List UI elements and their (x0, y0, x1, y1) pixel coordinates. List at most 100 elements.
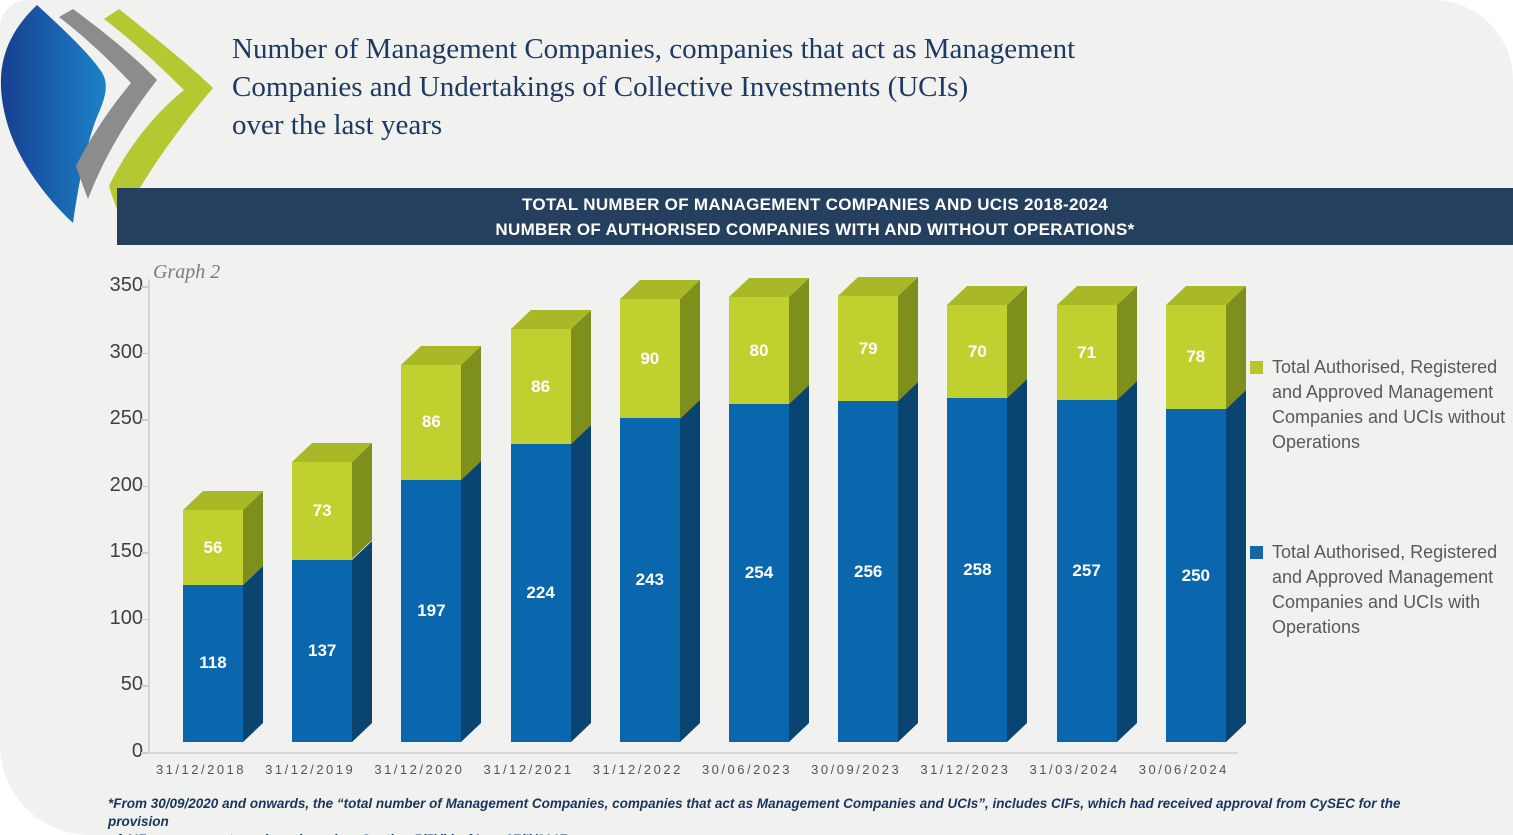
bar-side-without-operations (1116, 286, 1137, 400)
bar-front-without-operations (1165, 305, 1226, 410)
bar-front-without-operations (510, 329, 571, 444)
bar-side-without-operations (898, 276, 919, 402)
x-axis-category-label: 30/06/2023 (701, 762, 793, 777)
y-axis-tick-mark (141, 618, 148, 621)
bar-value-with-operations: 258 (963, 560, 992, 580)
bar-front-with-operations (183, 584, 243, 742)
bar-value-with-operations: 250 (1181, 565, 1210, 585)
bar-side-without-operations (789, 278, 809, 404)
bar-side-with-operations (570, 424, 591, 742)
bar-value-without-operations: 90 (640, 348, 660, 368)
page-title: Number of Management Companies, companie… (232, 33, 1076, 141)
bar-value-with-operations: 224 (526, 582, 555, 602)
bar-side-without-operations (1007, 286, 1028, 399)
bar-front-without-operations (838, 295, 899, 402)
bar-front-with-operations (1165, 409, 1226, 742)
green-chevron-icon (104, 9, 213, 220)
bar-value-without-operations: 56 (203, 537, 223, 557)
bar-side-with-operations (898, 382, 919, 742)
y-axis-tick-mark (141, 286, 148, 288)
bar-value-without-operations: 71 (1077, 342, 1097, 362)
chart-legend: Total Authorised, Registered and Approve… (1250, 355, 1508, 725)
x-axis-category-label: 31/03/2024 (1029, 762, 1120, 777)
footnote: *From 30/09/2020 and onwards, the “total… (108, 796, 1401, 835)
bar-side-without-operations (461, 346, 482, 480)
bar-front-without-operations (292, 462, 353, 560)
bar-value-with-operations: 254 (744, 562, 774, 582)
bar-value-without-operations: 70 (967, 341, 987, 361)
y-axis-tick-mark (141, 685, 148, 687)
bar-side-with-operations (243, 565, 263, 742)
bar-front-without-operations (1056, 305, 1117, 400)
x-axis-category-label: 31/12/2023 (920, 762, 1011, 777)
y-axis-tick-mark (141, 752, 148, 754)
banner-line-2: NUMBER OF AUTHORISED COMPANIES WITH AND … (495, 219, 1135, 239)
x-axis-category-label: 30/09/2023 (811, 762, 902, 777)
legend-item-with-operations: Total Authorised, Registered and Approve… (1250, 540, 1508, 640)
x-axis-category-label: 31/12/2021 (483, 762, 574, 777)
legend-label: Total Authorised, Registered and Approve… (1272, 357, 1506, 452)
y-axis-tick-label: 150 (109, 540, 143, 563)
y-axis-tick-label: 200 (109, 473, 143, 496)
bar-front-with-operations (729, 403, 789, 742)
x-axis-category-label: 31/12/2019 (265, 762, 356, 777)
y-axis-tick-label: 350 (109, 274, 143, 296)
legend-swatch-green (1250, 361, 1263, 374)
y-axis-tick-mark (141, 419, 148, 421)
y-axis-tick-label: 0 (131, 740, 143, 762)
bar-value-with-operations: 197 (417, 600, 446, 620)
bar-side-with-operations (1007, 379, 1028, 742)
y-axis-tick-label: 250 (109, 407, 143, 430)
bar-front-with-operations (838, 401, 899, 742)
legend-swatch-blue (1250, 546, 1263, 559)
bar-front-with-operations (1056, 399, 1117, 742)
chart-banner: TOTAL NUMBER OF MANAGEMENT COMPANIES AND… (117, 188, 1513, 245)
y-axis-tick-mark (141, 552, 148, 554)
x-axis-category-label: 31/12/2018 (155, 762, 247, 777)
bar-side-without-operations (1225, 286, 1246, 410)
bar-side-without-operations (679, 279, 700, 419)
bar-front-without-operations (619, 298, 680, 419)
banner-line-1: TOTAL NUMBER OF MANAGEMENT COMPANIES AND… (521, 194, 1109, 214)
bar-value-without-operations: 79 (858, 338, 878, 358)
bar-front-without-operations (947, 305, 1008, 399)
bar-side-with-operations (352, 540, 373, 742)
bar-side-with-operations (1225, 390, 1246, 742)
bar-front-without-operations (183, 510, 243, 585)
x-axis-category-label: 30/06/2024 (1138, 762, 1229, 777)
bar-value-without-operations: 86 (421, 412, 441, 432)
bar-value-with-operations: 137 (308, 640, 337, 660)
bar-side-with-operations (789, 384, 809, 742)
legend-item-without-operations: Total Authorised, Registered and Approve… (1250, 355, 1508, 455)
bar-value-without-operations: 86 (531, 376, 551, 396)
cysec-logo (0, 5, 213, 223)
y-axis-tick-mark (141, 352, 148, 355)
bar-side-without-operations (570, 310, 591, 444)
bar-value-without-operations: 78 (1186, 347, 1206, 367)
bar-front-without-operations (401, 365, 462, 480)
x-axis-category-label: 31/12/2020 (374, 762, 465, 777)
graph-number-label: Graph 2 (153, 261, 221, 283)
bar-front-with-operations (292, 559, 353, 742)
bar-value-without-operations: 73 (312, 500, 332, 520)
bar-front-without-operations (729, 297, 789, 404)
bar-side-without-operations (352, 443, 373, 560)
bar-value-with-operations: 118 (199, 653, 227, 673)
bar-front-with-operations (401, 479, 462, 742)
legend-label: Total Authorised, Registered and Approve… (1272, 542, 1498, 637)
bar-front-with-operations (619, 418, 680, 742)
y-axis-line (148, 279, 150, 752)
y-axis-tick-label: 300 (109, 340, 143, 363)
y-axis-tick-label: 50 (120, 673, 143, 696)
bar-value-with-operations: 256 (854, 561, 883, 581)
bar-side-with-operations (1116, 380, 1137, 742)
x-axis-category-label: 31/12/2022 (592, 762, 683, 777)
bar-side-with-operations (679, 399, 700, 742)
bar-value-without-operations: 80 (749, 340, 769, 360)
bar-value-with-operations: 257 (1072, 560, 1101, 580)
gray-chevron-icon (59, 9, 157, 199)
x-axis-line (148, 752, 1238, 754)
y-axis-tick-label: 100 (109, 606, 143, 629)
